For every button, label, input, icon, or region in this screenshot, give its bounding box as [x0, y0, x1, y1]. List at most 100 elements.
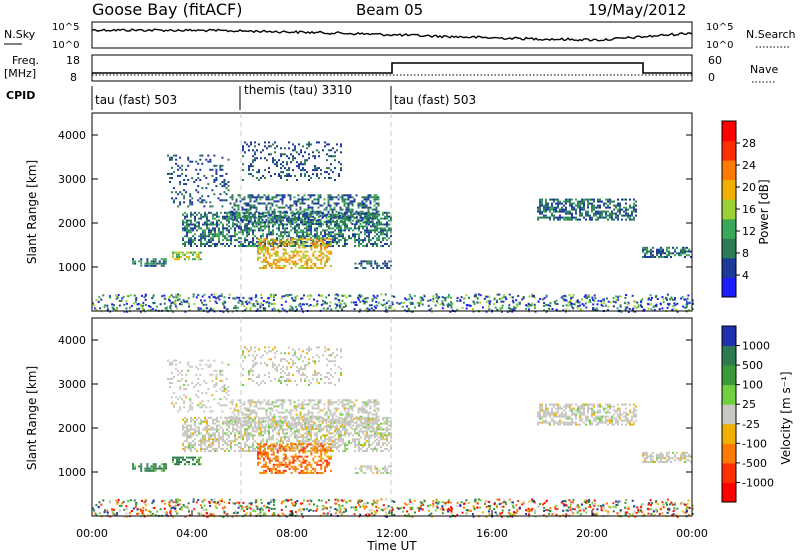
velocity-cell: [296, 434, 298, 437]
power-cell: [153, 301, 156, 304]
power-cell: [294, 245, 296, 247]
power-cell: [146, 264, 149, 267]
power-cell: [363, 198, 366, 201]
power-cell: [581, 303, 584, 305]
velocity-cell: [218, 434, 220, 437]
power-cell: [553, 214, 555, 217]
power-cell: [298, 235, 300, 238]
power-cell: [262, 244, 265, 247]
power-cell: [173, 154, 175, 157]
power-cell: [683, 298, 686, 301]
power-cell: [597, 204, 599, 207]
power-cell: [294, 217, 296, 220]
velocity-cell: [248, 426, 250, 429]
velocity-cell: [226, 418, 228, 421]
power-cell: [255, 210, 258, 213]
power-cell: [201, 201, 204, 204]
power-cell: [178, 251, 180, 254]
velocity-cell: [269, 413, 272, 416]
power-cell: [175, 154, 178, 157]
power-cell: [340, 307, 343, 309]
power-cell: [298, 227, 300, 230]
power-cell: [240, 245, 242, 247]
power-cell: [314, 262, 317, 265]
power-cell: [583, 216, 585, 219]
velocity-cell: [222, 440, 224, 443]
power-cell: [161, 295, 164, 298]
power-cell: [581, 206, 583, 209]
power-cell: [330, 217, 332, 220]
power-cell: [388, 223, 390, 226]
power-cell: [289, 196, 292, 199]
power-cell: [358, 241, 360, 244]
power-cell: [341, 200, 344, 203]
power-cell: [235, 200, 238, 203]
power-cell: [252, 169, 254, 172]
power-cell: [301, 303, 304, 306]
power-cell: [259, 303, 262, 306]
power-cell: [286, 231, 288, 234]
power-cell: [258, 223, 260, 226]
velocity-cell: [246, 438, 248, 441]
velocity-cell: [340, 432, 342, 435]
velocity-cell: [216, 440, 218, 443]
power-cell: [436, 295, 439, 298]
power-cell: [367, 206, 370, 209]
velocity-cell: [226, 422, 228, 425]
power-cell: [250, 141, 252, 144]
velocity-cell: [144, 467, 147, 470]
power-cell: [441, 300, 444, 303]
power-cell: [324, 242, 327, 245]
power-cell: [288, 141, 290, 144]
velocity-cell: [318, 430, 320, 433]
power-cell: [674, 254, 676, 257]
y-tick-label: 3000: [58, 173, 86, 186]
colorbar-swatch: [722, 277, 736, 298]
power-cell: [256, 157, 258, 160]
power-cell: [293, 200, 296, 203]
power-cell: [190, 245, 192, 247]
power-cell: [613, 204, 615, 207]
power-cell: [266, 233, 268, 236]
velocity-cell: [354, 450, 356, 452]
power-cell: [325, 223, 328, 225]
power-cell: [525, 304, 528, 307]
power-cell: [377, 204, 380, 207]
power-cell: [442, 303, 445, 306]
velocity-cell: [194, 448, 196, 450]
power-cell: [330, 238, 332, 241]
power-cell: [307, 204, 310, 207]
power-cell: [430, 307, 433, 310]
power-cell: [276, 243, 278, 245]
power-cell: [141, 307, 144, 309]
power-cell: [375, 300, 378, 303]
velocity-cell: [366, 430, 368, 433]
velocity-cell: [382, 432, 384, 435]
velocity-cell: [378, 418, 380, 421]
power-cell: [386, 235, 388, 238]
power-cell: [274, 258, 277, 261]
power-cell: [265, 206, 268, 209]
power-cell: [310, 238, 313, 241]
velocity-cell: [134, 465, 137, 468]
power-cell: [358, 233, 360, 236]
power-cell: [336, 243, 338, 245]
velocity-cell: [212, 426, 214, 429]
power-cell: [605, 210, 607, 213]
power-cell: [280, 153, 282, 156]
velocity-cell: [294, 434, 296, 437]
velocity-cell: [233, 417, 236, 420]
power-cell: [300, 250, 303, 253]
power-cell: [303, 294, 305, 297]
power-cell: [270, 145, 272, 148]
power-cell: [246, 227, 248, 230]
velocity-cell: [198, 440, 200, 443]
power-cell: [481, 306, 484, 309]
velocity-cell: [324, 434, 326, 437]
power-cell: [211, 205, 214, 208]
power-cell: [242, 147, 244, 150]
velocity-cell: [255, 421, 258, 424]
power-cell: [662, 250, 664, 253]
velocity-cell: [188, 434, 190, 437]
